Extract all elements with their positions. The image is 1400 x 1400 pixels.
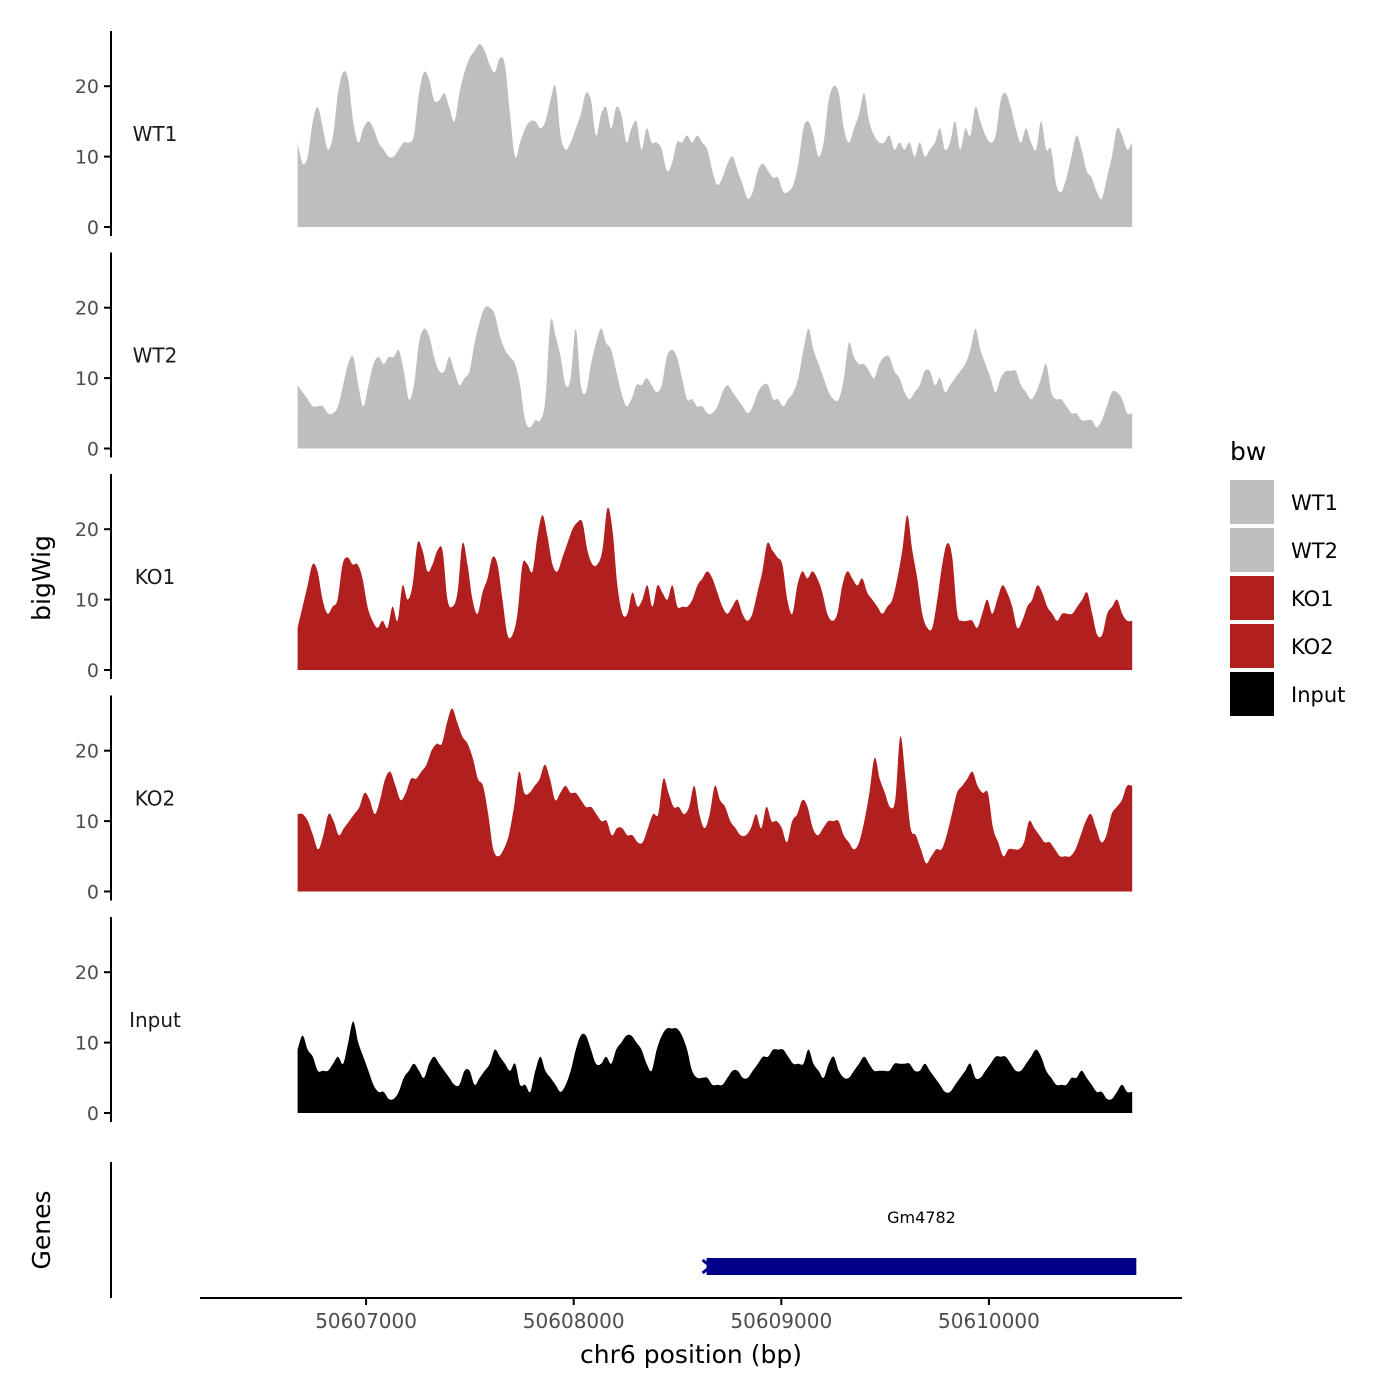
x-axis: chr6 position (bp) 50607000 50608000 50609…	[200, 1297, 1182, 1369]
track-ko1: 0 10 20 KO1	[75, 474, 1133, 682]
legend-swatch-ko2	[1230, 624, 1274, 668]
y-tick-label: 0	[87, 882, 99, 904]
y-tick-label: 20	[75, 962, 99, 984]
genes-track-label: Genes	[27, 1190, 56, 1269]
legend-swatch-wt2	[1230, 528, 1274, 572]
y-tick-label: 0	[87, 1103, 99, 1125]
track-label-wt1: WT1	[133, 122, 178, 146]
y-tick-label: 20	[75, 298, 99, 320]
legend-swatch-wt1	[1230, 480, 1274, 524]
legend-label-wt2: WT2	[1291, 539, 1338, 563]
y-tick-label: 0	[87, 439, 99, 461]
y-axis-title: bigWig	[27, 535, 56, 621]
track-wt2: 0 10 20 WT2	[75, 252, 1133, 461]
y-tick-label: 10	[75, 1033, 99, 1055]
signal-area-wt1	[297, 44, 1133, 227]
signal-area-input	[297, 1021, 1133, 1113]
x-axis-title: chr6 position (bp)	[580, 1340, 802, 1369]
signal-area-ko2	[297, 708, 1133, 892]
y-tick-label: 10	[75, 147, 99, 169]
y-tick-label: 20	[75, 519, 99, 541]
y-tick-label: 0	[87, 660, 99, 682]
track-label-ko2: KO2	[135, 787, 176, 811]
y-tick-label: 0	[87, 217, 99, 239]
gene-label-gm4782: Gm4782	[887, 1208, 956, 1227]
legend-label-wt1: WT1	[1291, 491, 1338, 515]
gene-body-gm4782	[706, 1258, 1137, 1275]
legend-label-ko2: KO2	[1291, 635, 1334, 659]
legend-title: bw	[1230, 437, 1266, 466]
gene-strand-arrow	[701, 1258, 713, 1275]
track-input: 0 10 20 Input	[75, 917, 1133, 1125]
legend-swatch-input	[1230, 672, 1274, 716]
x-tick-label: 50609000	[730, 1309, 832, 1333]
y-tick-label: 10	[75, 368, 99, 390]
legend-label-input: Input	[1291, 683, 1345, 707]
y-tick-label: 10	[75, 590, 99, 612]
legend: bw WT1 WT2 KO1 KO2 Input	[1230, 437, 1345, 716]
y-tick-label: 10	[75, 811, 99, 833]
track-label-ko1: KO1	[135, 565, 176, 589]
x-tick-label: 50608000	[523, 1309, 625, 1333]
x-tick-label: 50607000	[315, 1309, 417, 1333]
gene-track: Genes Gm4782	[27, 1162, 1137, 1298]
legend-label-ko1: KO1	[1291, 587, 1334, 611]
track-wt1: 0 10 20 WT1	[75, 31, 1133, 239]
track-label-input: Input	[129, 1008, 181, 1032]
track-label-wt2: WT2	[133, 344, 178, 368]
x-tick-label: 50610000	[938, 1309, 1040, 1333]
signal-area-ko1	[297, 507, 1133, 670]
track-ko2: 0 10 20 KO2	[75, 695, 1133, 904]
bigwig-tracks: 0 10 20 WT1 0 10 20 WT2 0 10 20 KO1 0 10 20 KO2 0 10 20 Inp…	[75, 31, 1133, 1125]
signal-area-wt2	[297, 306, 1133, 449]
legend-swatch-ko1	[1230, 576, 1274, 620]
y-tick-label: 20	[75, 76, 99, 98]
y-tick-label: 20	[75, 741, 99, 763]
